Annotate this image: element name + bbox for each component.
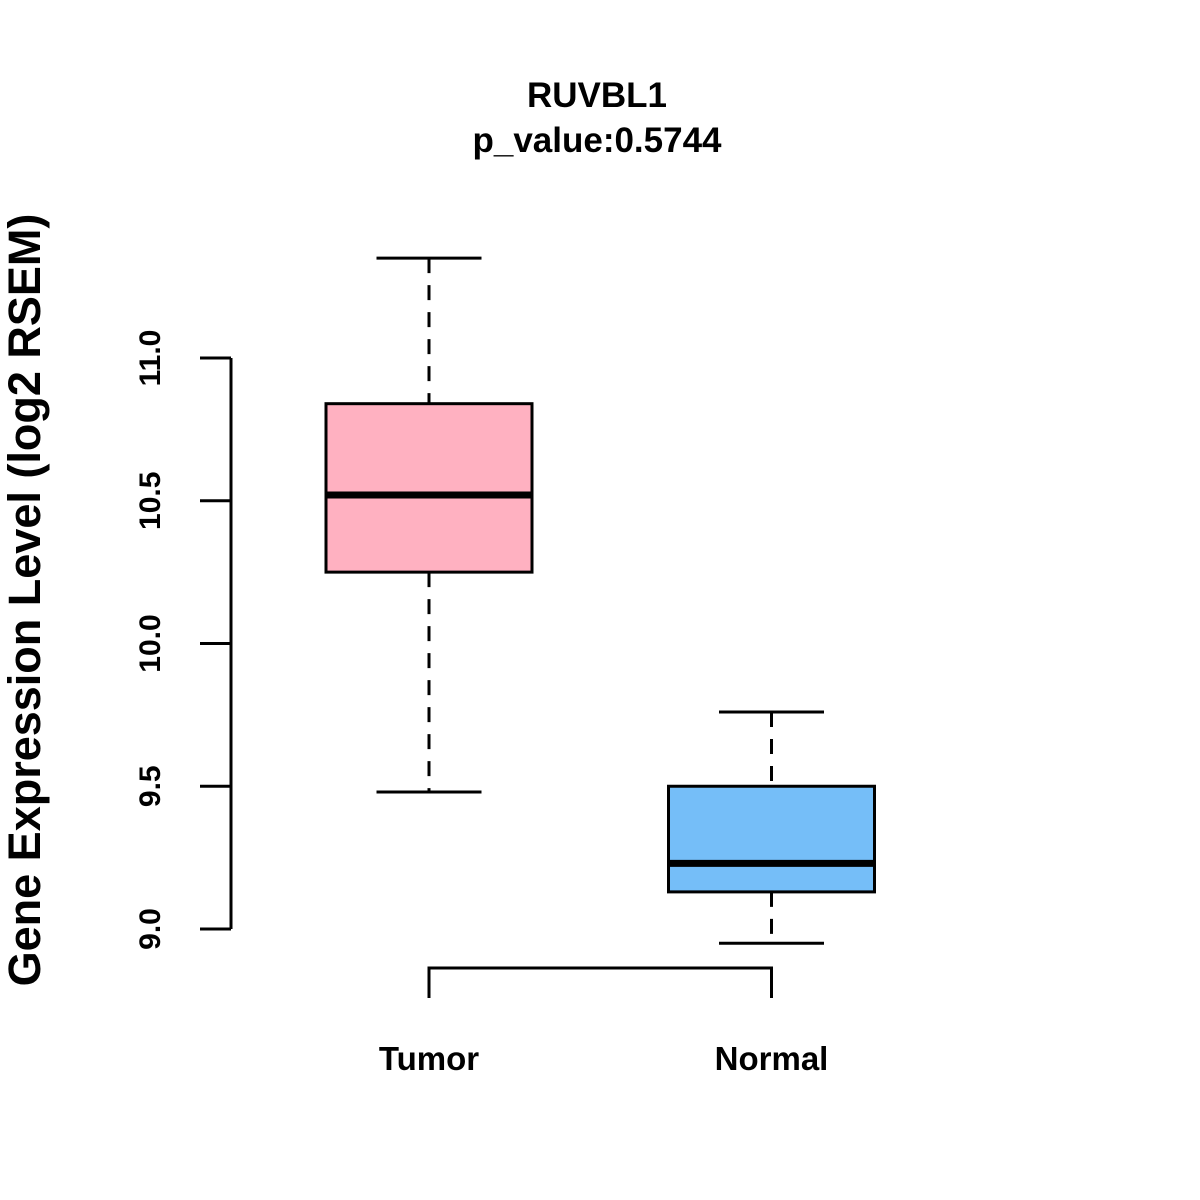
x-category-label: Normal [715, 1040, 829, 1077]
chart-title: RUVBL1 [527, 76, 667, 115]
y-axis-label: Gene Expression Level (log2 RSEM) [0, 214, 50, 987]
x-category-label: Tumor [379, 1040, 479, 1077]
y-tick-label: 10.0 [134, 614, 167, 672]
box-tumor [324, 402, 534, 574]
chart-subtitle: p_value:0.5744 [472, 121, 722, 160]
box-normal [667, 784, 876, 894]
y-tick-label: 11.0 [134, 330, 167, 387]
y-tick-label: 9.0 [134, 908, 167, 950]
y-tick-label: 10.5 [134, 472, 167, 530]
y-tick-label: 9.5 [134, 765, 167, 807]
plot-area: 9.0 9.5 10.0 10.5 11.0 Tumor Normal [134, 256, 876, 1077]
